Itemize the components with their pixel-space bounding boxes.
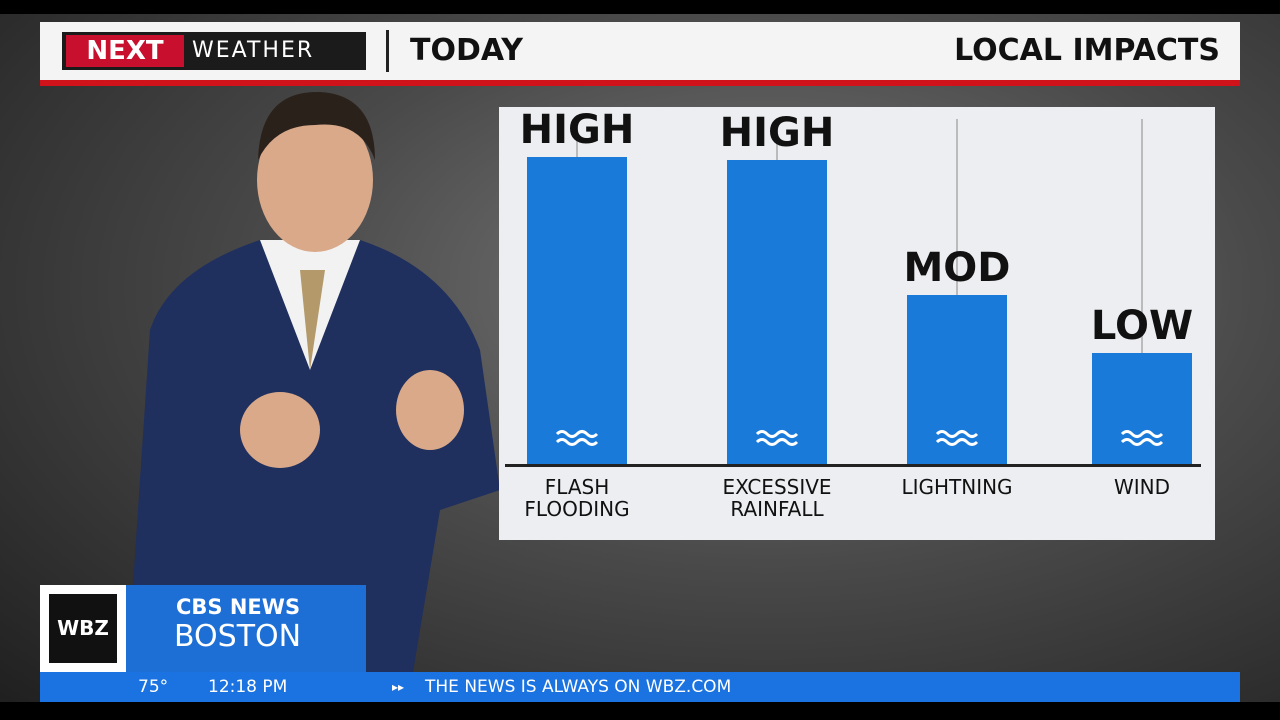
network-name: CBS NEWS bbox=[176, 595, 301, 619]
baseline bbox=[505, 464, 1201, 467]
section-title: LOCAL IMPACTS bbox=[954, 33, 1220, 68]
logo: NEXT WEATHER bbox=[62, 32, 366, 70]
chart-panel: HIGH FLASH FLOODING HIGH EXCESSIVE RAINFALL… bbox=[499, 107, 1215, 540]
category-label: WIND bbox=[1113, 475, 1171, 499]
guide-line bbox=[956, 119, 958, 464]
header-title: TODAY bbox=[410, 33, 523, 68]
guide-line bbox=[1141, 119, 1143, 464]
header-bar: NEXT WEATHER TODAY LOCAL IMPACTS bbox=[40, 22, 1240, 86]
ticker-arrow: ▸▸ bbox=[392, 680, 405, 694]
divider bbox=[386, 30, 389, 72]
ticker: 75° 12:18 PM ▸▸ THE NEWS IS ALWAYS ON WB… bbox=[40, 672, 1240, 702]
time: 12:18 PM bbox=[208, 677, 288, 697]
station-logo: WBZ bbox=[40, 585, 126, 672]
icon bbox=[935, 429, 979, 446]
logo-next: NEXT bbox=[66, 35, 184, 67]
logo-weather: WEATHER bbox=[192, 38, 315, 63]
icon bbox=[755, 429, 799, 446]
station-name: WBZ bbox=[49, 594, 117, 663]
bar bbox=[907, 295, 1007, 464]
level-label: HIGH bbox=[719, 110, 835, 157]
network-box: CBS NEWS BOSTON bbox=[126, 585, 366, 672]
category-label: EXCESSIVE RAINFALL bbox=[722, 475, 832, 521]
icon bbox=[1120, 429, 1164, 446]
bar bbox=[527, 157, 627, 464]
category-label: FLASH FLOODING bbox=[524, 475, 630, 521]
level-label: LOW bbox=[1090, 303, 1194, 350]
ticker-message: THE NEWS IS ALWAYS ON WBZ.COM bbox=[425, 677, 732, 697]
level-label: HIGH bbox=[519, 107, 635, 153]
presenter bbox=[130, 91, 500, 690]
letterbox bbox=[0, 0, 1280, 14]
letterbox bbox=[0, 702, 1280, 720]
temperature: 75° bbox=[138, 677, 169, 697]
level-label: MOD bbox=[903, 245, 1011, 292]
bar bbox=[727, 160, 827, 464]
icon bbox=[555, 430, 599, 446]
bar bbox=[1092, 353, 1192, 464]
category-label: LIGHTNING bbox=[901, 475, 1013, 499]
city-name: BOSTON bbox=[174, 619, 302, 654]
